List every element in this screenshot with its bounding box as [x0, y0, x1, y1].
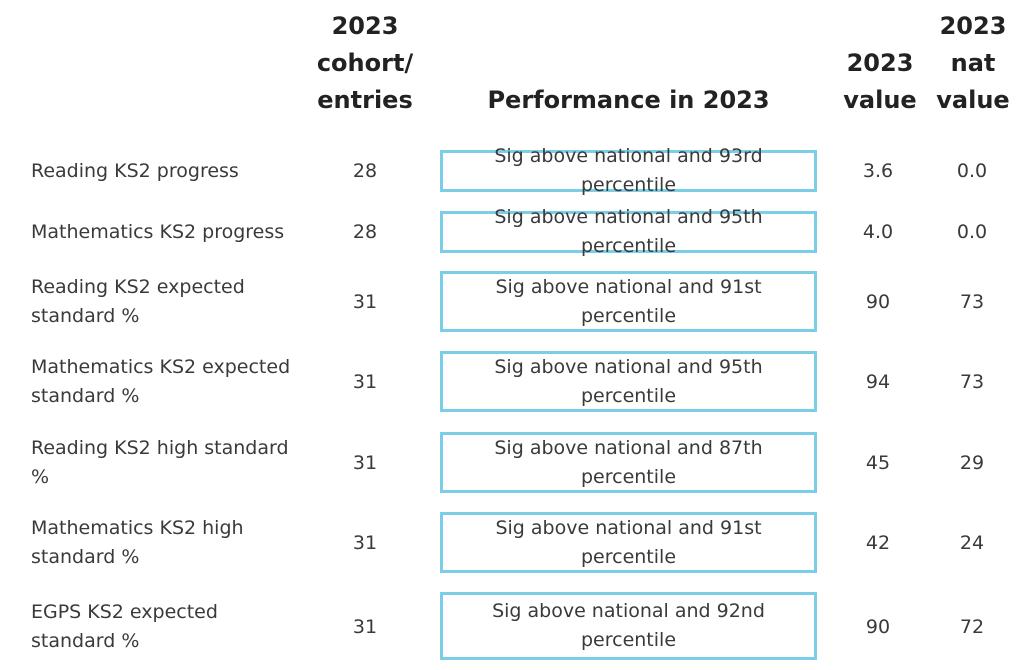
header-cohort-line: 2023: [331, 12, 399, 40]
header-performance-label: Performance in 2023: [487, 86, 770, 114]
header-nat-value-line: 2023: [939, 12, 1007, 40]
performance-box: Sig above national and 95th percentile: [440, 351, 817, 412]
performance-box: Sig above national and 93rd percentile: [440, 145, 817, 196]
row-label: Mathematics KS2 progress: [31, 220, 285, 243]
row-label: Reading KS2 high standard %: [31, 437, 289, 488]
table-row: Reading KS2 high standard % 31 Sig above…: [0, 431, 1024, 495]
row-nat-value: 0.0: [956, 220, 988, 243]
table-row: Mathematics KS2 expected standard % 31 S…: [0, 350, 1024, 414]
row-nat-value: 73: [959, 290, 985, 313]
header-nat-value: 2023 nat value: [928, 8, 1018, 119]
row-nat-value: 73: [959, 370, 985, 393]
row-value: 90: [865, 615, 891, 638]
row-label: Mathematics KS2 expected standard %: [31, 356, 291, 407]
header-cohort-line: entries: [317, 86, 413, 114]
row-nat-value: 72: [959, 615, 985, 638]
row-label: EGPS KS2 expected standard %: [31, 601, 218, 652]
row-label: Reading KS2 expected standard %: [31, 276, 245, 327]
table-row: Mathematics KS2 progress 28 Sig above na…: [0, 206, 1024, 257]
row-label: Mathematics KS2 high standard %: [31, 517, 244, 568]
row-label: Reading KS2 progress: [31, 159, 239, 182]
row-cohort: 31: [352, 531, 378, 554]
row-cohort: 28: [352, 220, 378, 243]
row-value: 3.6: [862, 159, 894, 182]
performance-box: Sig above national and 92nd percentile: [440, 592, 817, 660]
header-value-line: 2023: [846, 49, 914, 77]
table-row: EGPS KS2 expected standard % 31 Sig abov…: [0, 592, 1024, 662]
row-nat-value: 0.0: [956, 159, 988, 182]
performance-box: Sig above national and 91st percentile: [440, 512, 817, 573]
performance-box: Sig above national and 91st percentile: [440, 271, 817, 332]
row-nat-value: 24: [959, 531, 985, 554]
row-cohort: 28: [352, 159, 378, 182]
row-value: 42: [865, 531, 891, 554]
header-nat-value-line: nat: [950, 49, 996, 77]
row-cohort: 31: [352, 615, 378, 638]
row-cohort: 31: [352, 451, 378, 474]
row-nat-value: 29: [959, 451, 985, 474]
header-value: 2023 value: [835, 45, 925, 119]
header-cohort: 2023 cohort/ entries: [300, 8, 430, 119]
performance-box: Sig above national and 87th percentile: [440, 432, 817, 493]
header-cohort-line: cohort/: [316, 49, 414, 77]
table-row: Reading KS2 expected standard % 31 Sig a…: [0, 270, 1024, 334]
row-cohort: 31: [352, 290, 378, 313]
row-value: 90: [865, 290, 891, 313]
header-performance: Performance in 2023: [440, 82, 817, 119]
row-value: 4.0: [862, 220, 894, 243]
row-cohort: 31: [352, 370, 378, 393]
row-value: 94: [865, 370, 891, 393]
row-value: 45: [865, 451, 891, 474]
performance-box: Sig above national and 95th percentile: [440, 206, 817, 257]
header-value-line: value: [843, 86, 917, 114]
table-row: Mathematics KS2 high standard % 31 Sig a…: [0, 511, 1024, 575]
header-nat-value-line: value: [936, 86, 1010, 114]
table-row: Reading KS2 progress 28 Sig above nation…: [0, 145, 1024, 196]
